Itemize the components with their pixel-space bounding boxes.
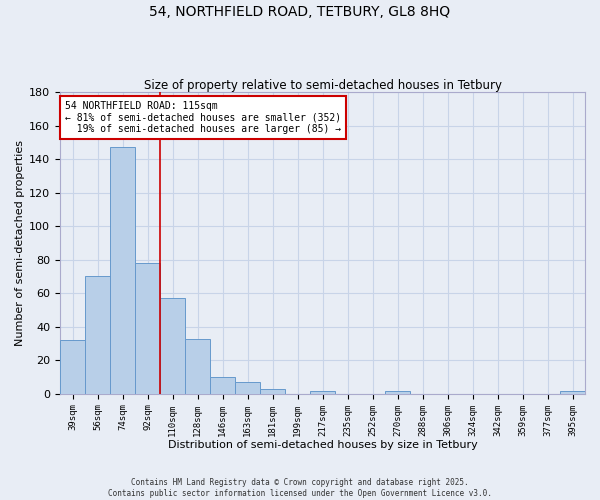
Bar [135,263,160,394]
Bar [185,338,210,394]
Text: 54, NORTHFIELD ROAD, TETBURY, GL8 8HQ: 54, NORTHFIELD ROAD, TETBURY, GL8 8HQ [149,5,451,19]
Title: Size of property relative to semi-detached houses in Tetbury: Size of property relative to semi-detach… [143,79,502,92]
Bar [385,390,410,394]
Bar [235,382,260,394]
X-axis label: Distribution of semi-detached houses by size in Tetbury: Distribution of semi-detached houses by … [167,440,478,450]
Bar [110,148,135,394]
Bar [160,298,185,394]
Text: Contains HM Land Registry data © Crown copyright and database right 2025.
Contai: Contains HM Land Registry data © Crown c… [108,478,492,498]
Bar [210,377,235,394]
Bar [60,340,85,394]
Bar [85,276,110,394]
Bar [310,390,335,394]
Bar [260,389,285,394]
Y-axis label: Number of semi-detached properties: Number of semi-detached properties [15,140,25,346]
Text: 54 NORTHFIELD ROAD: 115sqm
← 81% of semi-detached houses are smaller (352)
  19%: 54 NORTHFIELD ROAD: 115sqm ← 81% of semi… [65,101,341,134]
Bar [560,390,585,394]
